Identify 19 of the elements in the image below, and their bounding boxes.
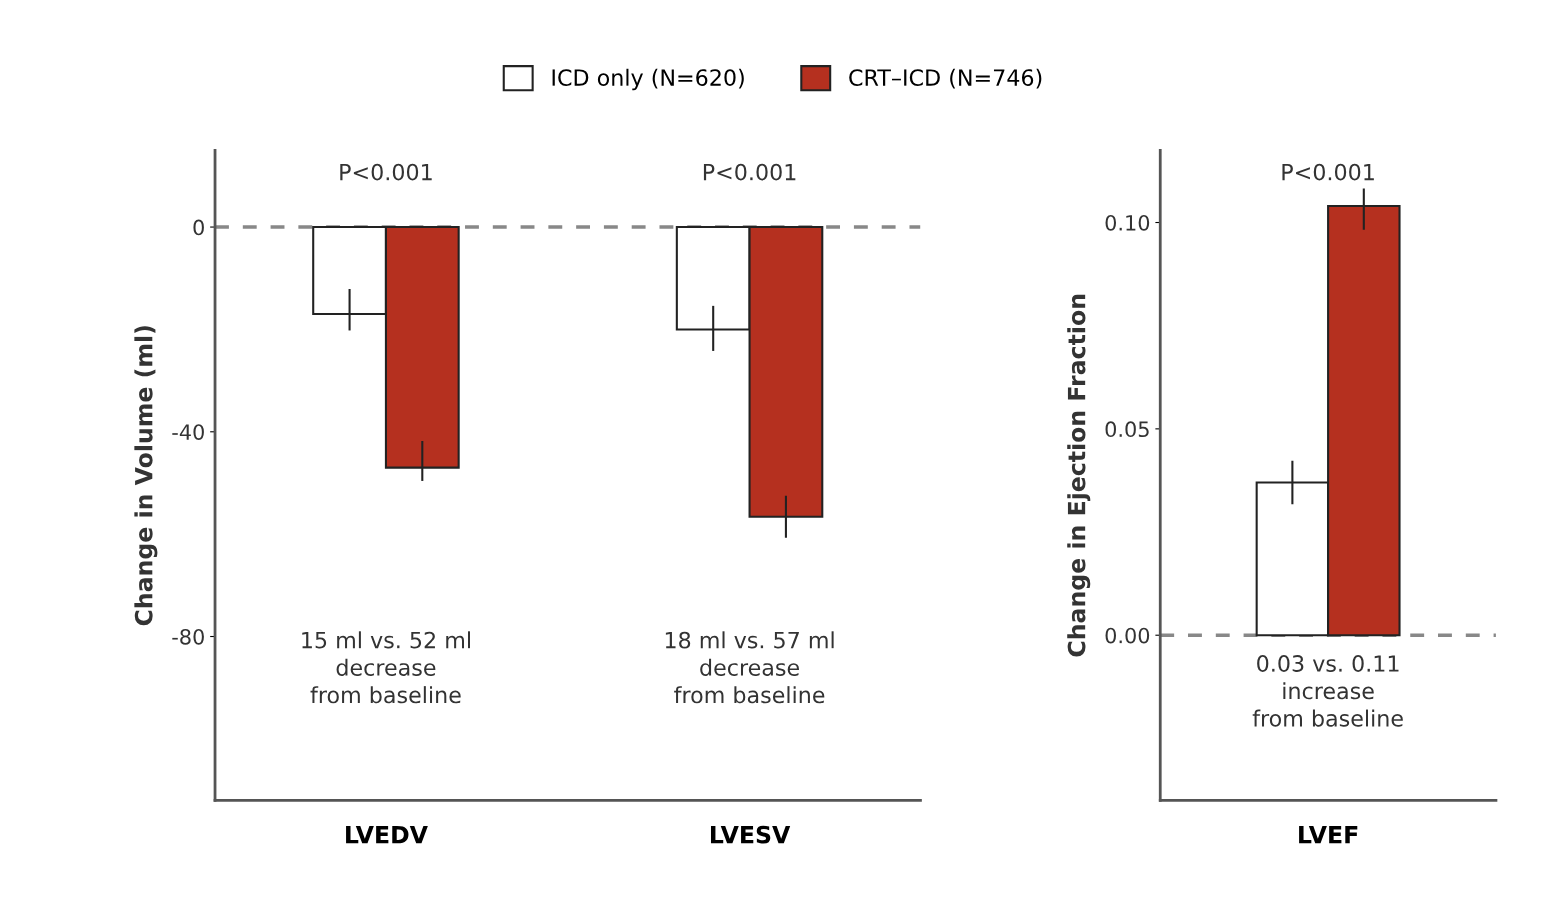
annotation: P<0.001 (703, 163, 796, 181)
y-tick-label: -40 (172, 424, 204, 440)
y-axis-title: Change in Volume (ml) (134, 326, 158, 626)
annotation: 15 ml vs. 52 ml decrease from baseline (302, 631, 470, 704)
x-tick-label: LVEDV (346, 826, 428, 844)
legend-label: CRT–ICD (N=746) (849, 68, 1042, 89)
y-tick-label: 0.10 (1105, 214, 1150, 231)
annotation: P<0.001 (340, 163, 432, 181)
y-tick-label: 0.00 (1105, 627, 1150, 644)
x-tick-label: LVEF (1299, 826, 1358, 844)
legend-label: ICD only (N=620) (552, 68, 744, 91)
y-tick-label: -80 (172, 628, 204, 645)
annotation: 18 ml vs. 57 ml decrease from baseline (665, 631, 834, 704)
y-tick-label: 0.05 (1105, 421, 1149, 438)
annotation: 0.03 vs. 0.11 increase from baseline (1252, 655, 1403, 727)
x-tick-label: LVESV (710, 825, 791, 844)
y-axis-title: Change in Ejection Fraction (1067, 294, 1091, 657)
annotation: P<0.001 (1282, 163, 1374, 181)
y-tick-label: 0 (193, 219, 204, 236)
